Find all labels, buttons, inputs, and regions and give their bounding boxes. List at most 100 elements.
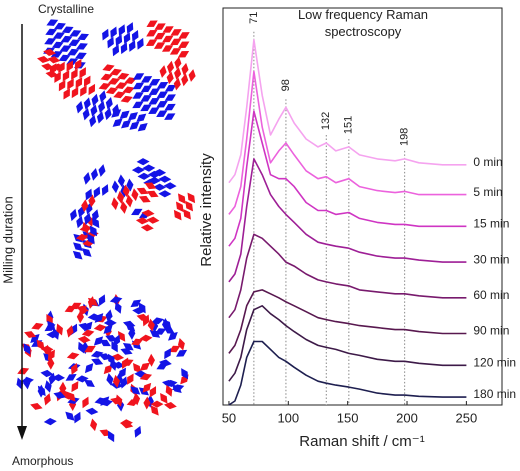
diamond: [122, 184, 130, 198]
series-label: 180 min: [473, 387, 516, 401]
diamond: [137, 37, 144, 50]
diamond: [83, 321, 93, 332]
diamond: [117, 174, 125, 188]
diamond: [91, 358, 104, 366]
diamond: [177, 51, 190, 58]
diamond: [101, 184, 109, 196]
diamond: [112, 44, 120, 57]
diamond: [132, 101, 144, 109]
diamond: [48, 372, 56, 386]
diamond: [23, 376, 31, 390]
diamond: [131, 338, 144, 346]
diamond: [139, 362, 150, 371]
diamond: [131, 208, 143, 216]
diamond: [61, 26, 74, 34]
diamond: [131, 166, 145, 174]
diamond: [158, 190, 172, 198]
peak-label: 132: [320, 112, 332, 130]
diamond: [150, 405, 159, 416]
diamond: [84, 363, 94, 374]
x-axis-label: Raman shift / cm⁻¹: [299, 433, 424, 450]
diamond: [164, 348, 172, 360]
axis-label: Milling duration: [0, 196, 15, 283]
diamond: [73, 242, 83, 252]
diamond: [109, 296, 123, 304]
diamond: [142, 164, 156, 172]
diamond: [98, 83, 111, 90]
spectrum-line: [228, 340, 467, 406]
diamond: [148, 88, 161, 96]
diamond: [122, 320, 136, 328]
diamond: [140, 224, 154, 232]
diamond: [67, 48, 80, 56]
diamond: [98, 164, 106, 177]
diamond: [46, 331, 60, 339]
diamond: [24, 331, 37, 338]
spectrum-line: [228, 158, 467, 283]
diamond: [146, 216, 160, 224]
diamond: [43, 48, 57, 56]
diamond: [132, 392, 141, 406]
diamond: [162, 379, 175, 387]
diamond: [111, 197, 119, 211]
diamond: [125, 194, 133, 208]
diamond: [151, 317, 164, 325]
diamond: [77, 335, 91, 344]
diamond: [67, 78, 74, 90]
diamond: [132, 73, 145, 80]
diamond: [149, 386, 157, 398]
diamond: [156, 100, 168, 108]
diamond: [169, 48, 182, 55]
diamond: [58, 54, 71, 62]
diamond: [166, 71, 174, 85]
diamond: [66, 60, 74, 72]
diamond: [109, 358, 117, 371]
diamond: [60, 35, 73, 43]
diamond: [44, 38, 56, 45]
diamond: [71, 86, 79, 99]
x-tick-label: 250: [456, 410, 478, 425]
diamond: [36, 55, 50, 64]
diamond: [158, 359, 172, 367]
diamond: [161, 45, 174, 52]
diamond: [107, 430, 115, 443]
diamond: [44, 324, 56, 332]
diamond: [81, 248, 92, 257]
diamond: [44, 380, 52, 393]
series-label: 15 min: [473, 217, 509, 231]
diamond: [144, 182, 157, 190]
diamond: [75, 52, 87, 60]
diamond: [121, 120, 131, 129]
diamond: [105, 334, 118, 342]
diamond: [181, 62, 189, 76]
x-tick-label: 150: [337, 410, 359, 425]
diamond: [78, 341, 85, 354]
diamond: [140, 76, 153, 83]
diamond: [117, 72, 130, 80]
diamond: [154, 32, 166, 40]
diamond: [69, 30, 82, 37]
diamond: [59, 45, 72, 52]
diamond: [115, 34, 123, 47]
diamond: [120, 376, 128, 389]
diamond: [72, 250, 83, 260]
diamond: [119, 419, 133, 427]
diamond: [178, 41, 190, 49]
diamond: [53, 391, 66, 399]
diamond: [115, 394, 123, 407]
diamond: [77, 33, 89, 41]
diamond: [99, 90, 107, 103]
y-axis-label: Relative intensity: [198, 153, 215, 267]
diamond: [84, 345, 96, 353]
spectrum-line: [228, 110, 467, 247]
peak-label: 71: [248, 12, 260, 24]
diamond: [88, 194, 96, 208]
diamond: [114, 301, 122, 314]
diamond: [134, 425, 142, 438]
bottom-label: Amorphous: [12, 454, 73, 468]
diamond: [147, 318, 155, 332]
diamond: [148, 98, 160, 105]
diamond: [142, 314, 150, 327]
diamond: [146, 20, 158, 27]
diamond: [76, 305, 89, 313]
